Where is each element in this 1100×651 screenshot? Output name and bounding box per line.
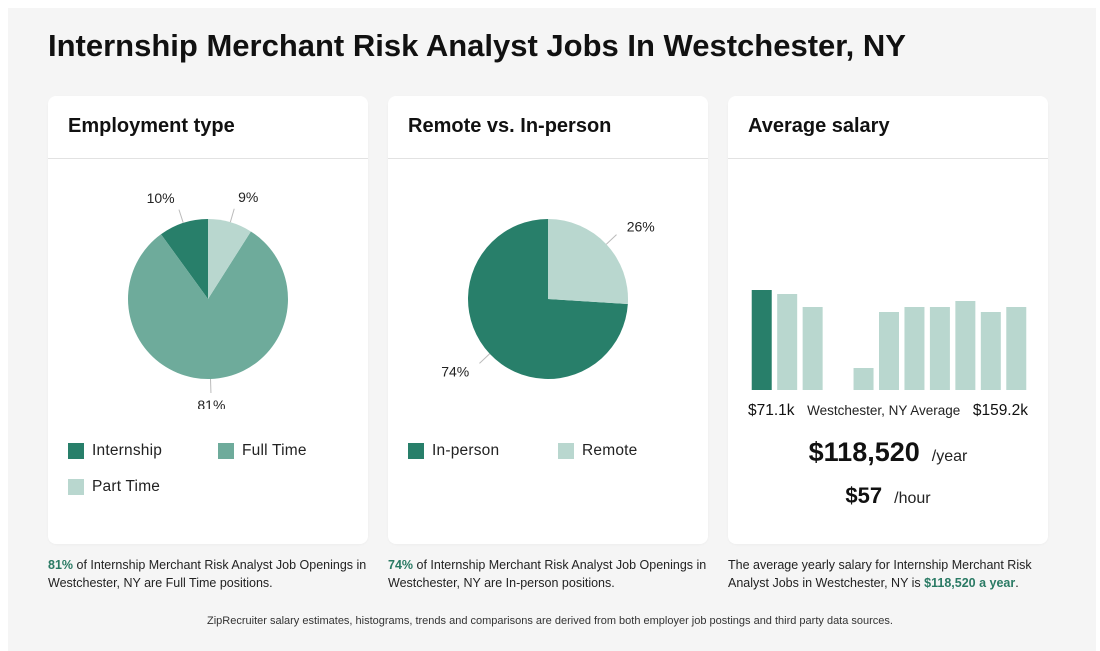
histogram-bar [853, 368, 874, 390]
legend-swatch [68, 479, 84, 495]
legend-label: Full Time [242, 442, 307, 459]
remote-leader-line [479, 353, 491, 364]
card-divider [388, 158, 708, 159]
employment-label-part-time: 9% [238, 189, 258, 205]
page-title: Internship Merchant Risk Analyst Jobs In… [48, 28, 906, 63]
yearly-salary-unit: /year [931, 448, 968, 465]
employment-type-card: Employment type 10% 81% 9% Internship Full… [48, 96, 368, 544]
histogram-labels: $71.1k Westchester, NY Average $159.2k [748, 402, 1028, 420]
salary-title: Average salary [748, 115, 890, 137]
remote-title: Remote vs. In-person [408, 115, 612, 137]
legend-swatch [68, 443, 84, 459]
histogram-bar [1006, 307, 1027, 390]
salary-card: Average salary $71.1k Westchester, NY Av… [728, 96, 1048, 544]
legend-label: Part Time [92, 478, 161, 495]
histogram-bar [929, 307, 950, 390]
legend-swatch [558, 443, 574, 459]
legend-remote: Remote [558, 442, 637, 460]
salary-caption: The average yearly salary for Internship… [728, 556, 1048, 592]
remote-label-remote: 26% [627, 218, 655, 234]
legend-label: Internship [92, 442, 163, 459]
remote-leader-line [605, 234, 617, 245]
remote-label-in-person: 74% [441, 364, 469, 380]
legend-part-time: Part Time [68, 478, 160, 496]
histogram-bar [777, 294, 798, 390]
employment-slice-internship [160, 219, 208, 299]
yearly-salary-value: $118,520 [808, 437, 920, 467]
legend-in-person: In-person [408, 442, 499, 460]
salary-histogram [751, 290, 1027, 390]
histogram-bar [904, 307, 925, 390]
legend-swatch [218, 443, 234, 459]
caption-text: The average yearly salary for Internship… [728, 558, 1032, 590]
remote-slice-remote [548, 219, 628, 305]
caption-highlight: 74% [388, 558, 414, 572]
salary-average-label: Westchester, NY Average [807, 403, 961, 418]
employment-slice-full-time [128, 231, 289, 379]
employment-leader-line [229, 208, 235, 223]
employment-slice-part-time [208, 219, 251, 299]
hourly-salary-value: $57 [845, 483, 883, 508]
hourly-salary-unit: /hour [894, 490, 931, 507]
remote-caption: 74% of Internship Merchant Risk Analyst … [388, 556, 708, 592]
remote-pie-chart: 74% 26% [441, 218, 655, 380]
caption-highlight: $118,520 a year [924, 576, 1016, 590]
caption-text-end: . [1015, 576, 1019, 590]
employment-type-title: Employment type [68, 115, 235, 137]
card-divider [48, 158, 368, 159]
histogram-bar [955, 301, 976, 390]
card-divider [728, 158, 1048, 159]
salary-min-label: $71.1k [748, 402, 795, 419]
hourly-salary: $57 /hour [728, 483, 1048, 509]
employment-caption: 81% of Internship Merchant Risk Analyst … [48, 556, 368, 592]
histogram-bar [751, 290, 772, 390]
histogram-bar [980, 312, 1001, 390]
employment-leader-line [178, 209, 184, 224]
yearly-salary: $118,520 /year [728, 437, 1048, 468]
legend-full-time: Full Time [218, 442, 307, 460]
caption-text: of Internship Merchant Risk Analyst Job … [388, 558, 707, 590]
footer-note: ZipRecruiter salary estimates, histogram… [207, 615, 893, 627]
legend-label: Remote [582, 442, 638, 459]
employment-label-full-time: 81% [197, 397, 225, 409]
employment-label-internship: 10% [147, 190, 175, 206]
histogram-bar [802, 307, 823, 390]
legend-internship: Internship [68, 442, 162, 460]
remote-card: Remote vs. In-person 74% 26% In-person Re… [388, 96, 708, 544]
salary-max-label: $159.2k [972, 402, 1028, 419]
histogram-bar [879, 312, 899, 390]
caption-highlight: 81% [48, 558, 74, 572]
remote-slice-in-person [468, 219, 628, 379]
legend-swatch [408, 443, 424, 459]
legend-label: In-person [432, 442, 500, 459]
caption-text: of Internship Merchant Risk Analyst Job … [48, 558, 367, 590]
employment-pie-chart: 10% 81% 9% [128, 189, 289, 409]
